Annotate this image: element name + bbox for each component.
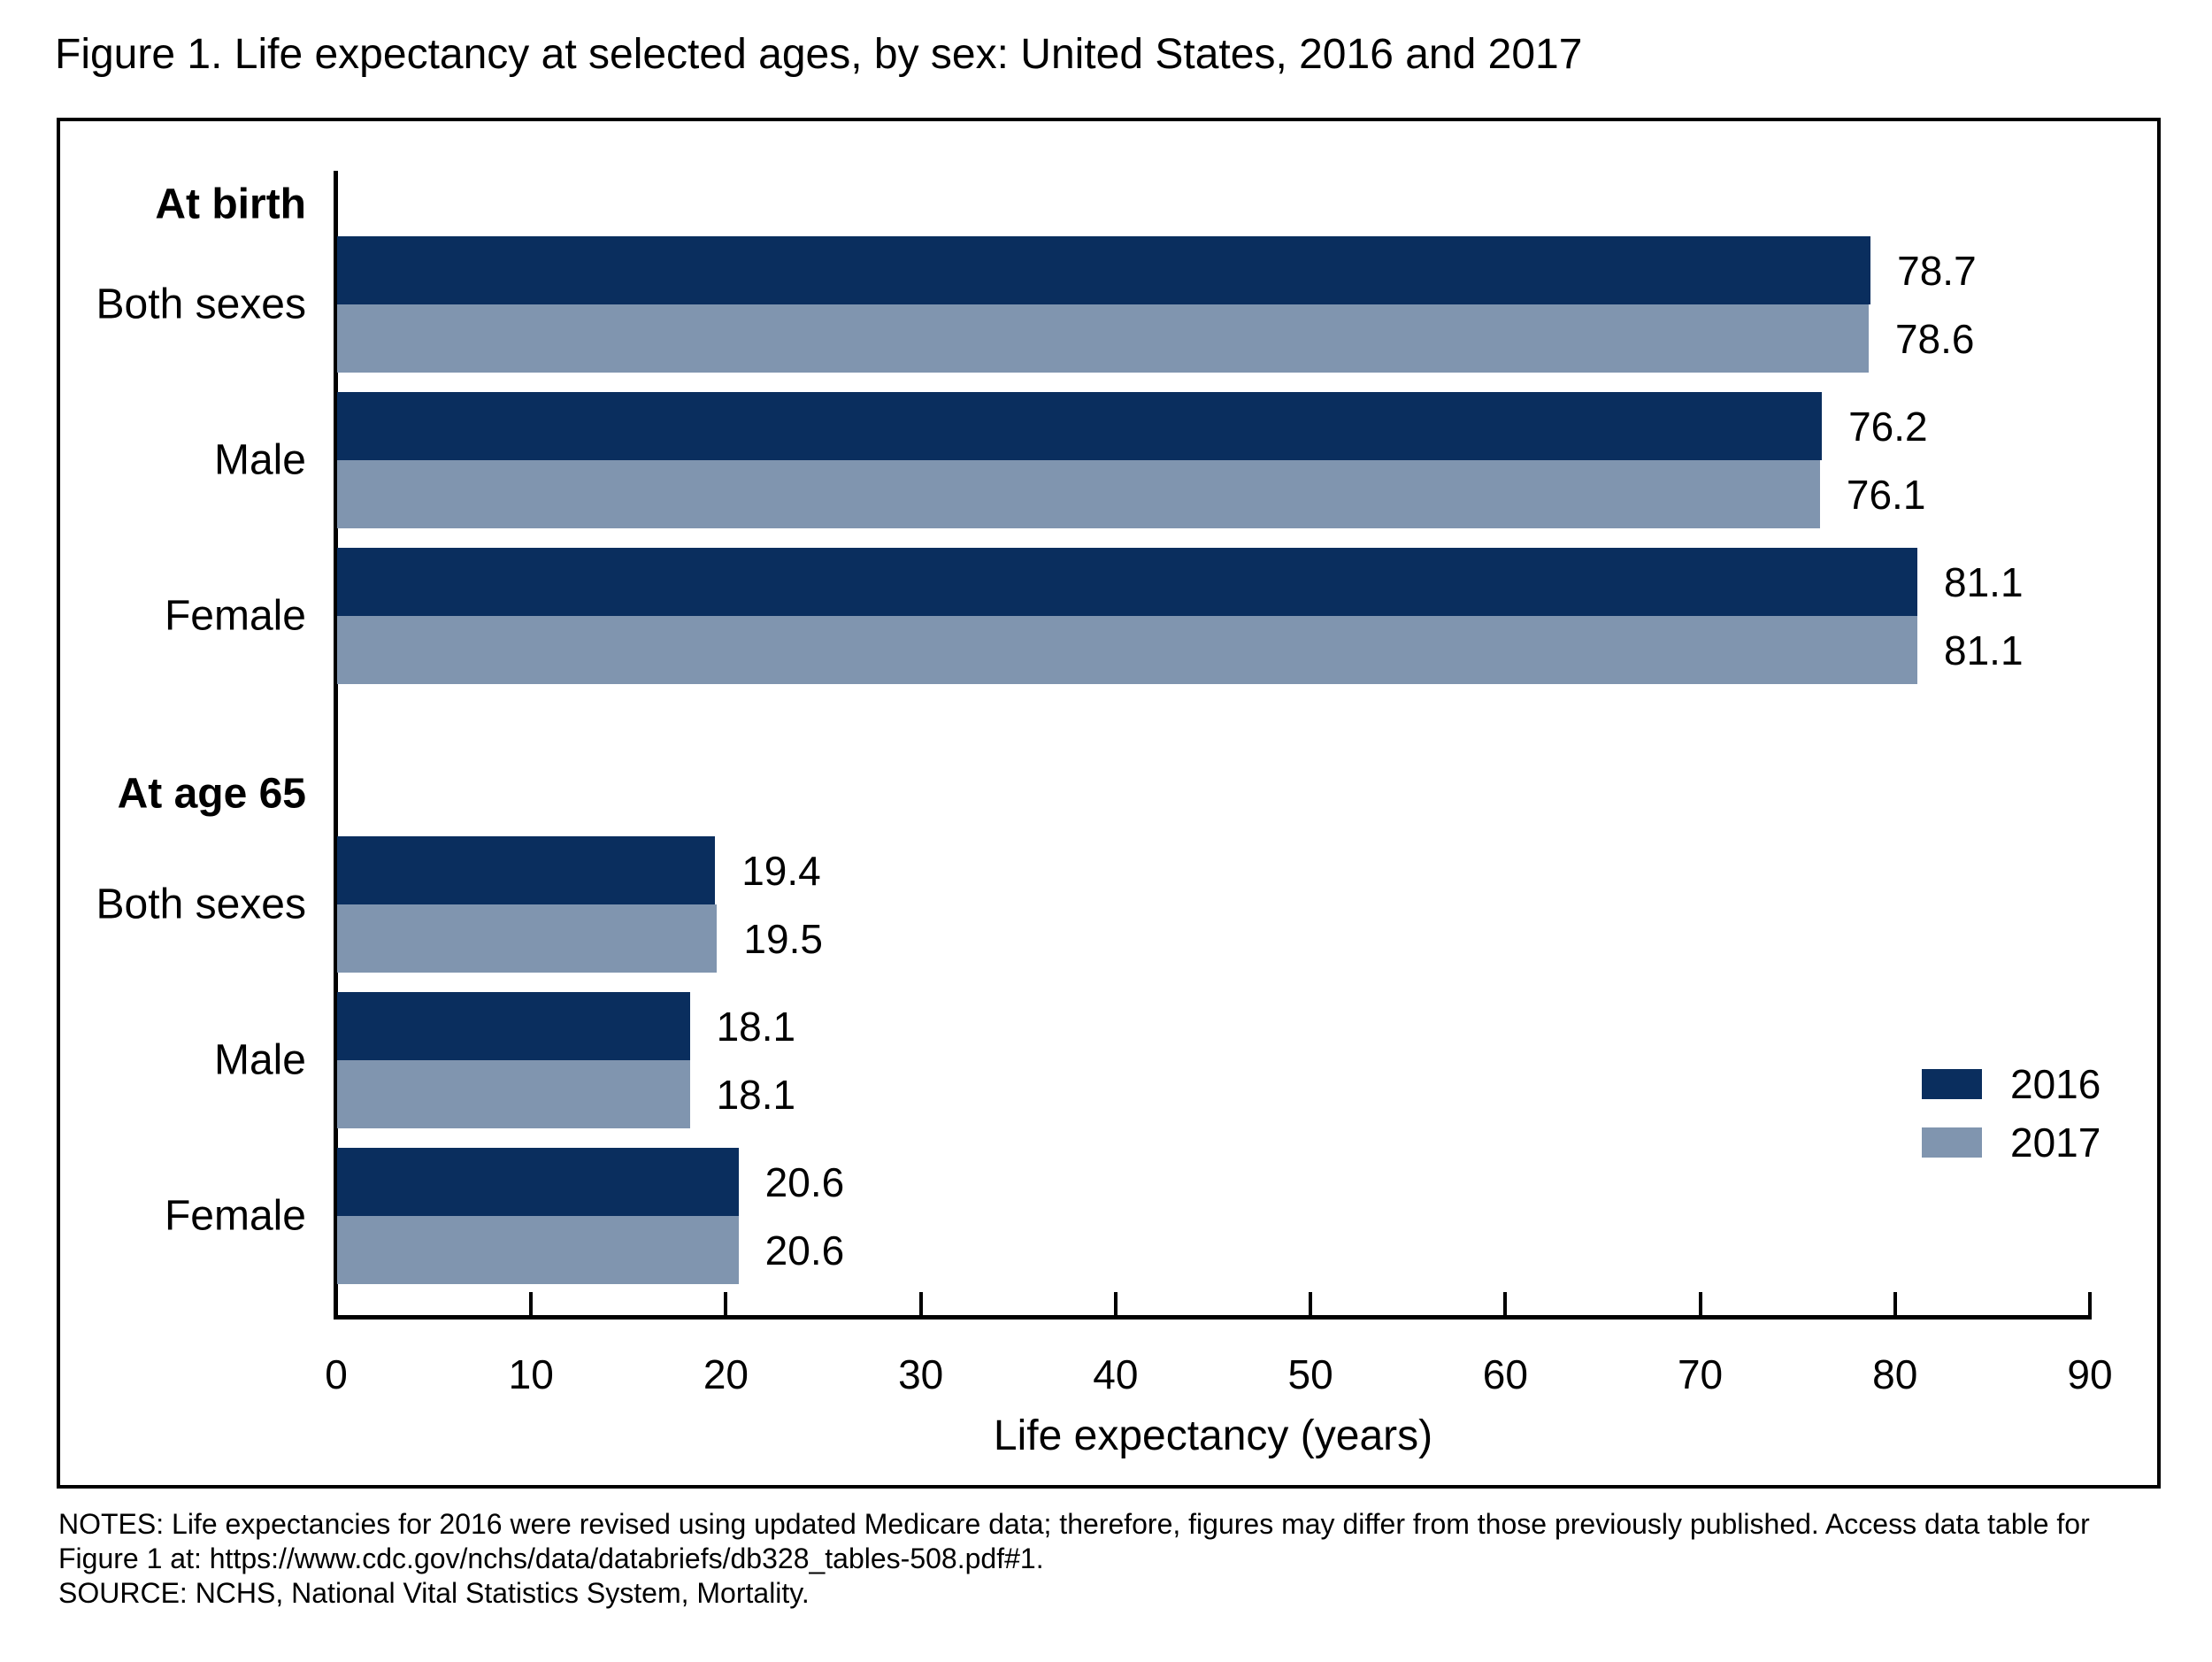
x-tick-label-90: 90: [2067, 1351, 2113, 1397]
value-label-2017-at-age-65-female: 20.6: [764, 1227, 845, 1273]
bar-2017-at-age-65-male: [337, 1060, 690, 1128]
value-label-2017-at-birth-both-sexes: 78.6: [1894, 315, 1975, 362]
legend-label-2016: 2016: [2010, 1061, 2101, 1107]
x-tick-90: [2088, 1292, 2092, 1315]
value-label-2017-at-birth-female: 81.1: [1944, 627, 2024, 673]
value-label-2017-at-birth-male: 76.1: [1846, 471, 1926, 518]
x-tick-50: [1309, 1292, 1313, 1315]
x-tick-80: [1893, 1292, 1897, 1315]
x-tick-label-80: 80: [1872, 1351, 1918, 1397]
category-label-at-age-65-both-sexes: Both sexes: [96, 881, 306, 928]
category-label-at-age-65-female: Female: [164, 1192, 306, 1240]
legend-swatch-2017: [1922, 1127, 1982, 1158]
bar-2016-at-age-65-male: [337, 992, 690, 1060]
x-axis-line: [334, 1315, 2092, 1320]
x-tick-20: [724, 1292, 728, 1315]
bar-2016-at-age-65-female: [337, 1148, 739, 1216]
value-label-2016-at-age-65-male: 18.1: [716, 1003, 796, 1050]
x-tick-30: [918, 1292, 923, 1315]
value-label-2017-at-age-65-male: 18.1: [716, 1071, 796, 1118]
x-tick-label-40: 40: [1093, 1351, 1139, 1397]
value-label-2016-at-age-65-both-sexes: 19.4: [741, 847, 821, 894]
bar-2016-at-birth-male: [337, 392, 1823, 460]
legend-swatch-2016: [1922, 1069, 1982, 1099]
bar-2016-at-age-65-both-sexes: [337, 836, 716, 904]
x-tick-label-10: 10: [508, 1351, 554, 1397]
x-tick-70: [1698, 1292, 1702, 1315]
notes-line-2: Figure 1 at: https://www.cdc.gov/nchs/da…: [58, 1543, 1044, 1574]
y-axis-line: [334, 171, 338, 1319]
category-label-at-birth-female: Female: [164, 592, 306, 640]
value-label-2016-at-birth-male: 76.2: [1848, 403, 1928, 450]
x-tick-label-60: 60: [1482, 1351, 1528, 1397]
section-label-at-age-65: At age 65: [117, 770, 306, 818]
x-tick-label-30: 30: [898, 1351, 944, 1397]
category-label-at-birth-male: Male: [213, 436, 306, 484]
source-line: SOURCE: NCHS, National Vital Statistics …: [58, 1577, 810, 1609]
x-tick-40: [1113, 1292, 1118, 1315]
x-tick-0: [334, 1292, 338, 1315]
x-axis-title: Life expectancy (years): [993, 1412, 1433, 1459]
x-tick-label-70: 70: [1677, 1351, 1724, 1397]
x-tick-label-0: 0: [325, 1351, 348, 1397]
bar-2017-at-age-65-both-sexes: [337, 904, 718, 973]
bar-2017-at-birth-female: [337, 616, 1917, 684]
legend-row-2016: 2016: [1922, 1061, 2101, 1107]
legend: 2016 2017: [1922, 1061, 2101, 1186]
notes-line-1: NOTES: Life expectancies for 2016 were r…: [58, 1508, 2090, 1540]
figure-footnotes: NOTES: Life expectancies for 2016 were r…: [58, 1507, 2177, 1611]
legend-row-2017: 2017: [1922, 1120, 2101, 1166]
value-label-2016-at-birth-female: 81.1: [1944, 558, 2024, 605]
x-tick-60: [1503, 1292, 1508, 1315]
bar-2017-at-age-65-female: [337, 1216, 739, 1284]
category-label-at-age-65-male: Male: [213, 1036, 306, 1084]
bar-2016-at-birth-both-sexes: [337, 236, 1871, 304]
bar-2017-at-birth-both-sexes: [337, 304, 1869, 373]
value-label-2016-at-age-65-female: 20.6: [764, 1158, 845, 1205]
section-label-at-birth: At birth: [155, 181, 306, 228]
x-tick-label-20: 20: [703, 1351, 749, 1397]
value-label-2017-at-age-65-both-sexes: 19.5: [743, 915, 823, 962]
category-label-at-birth-both-sexes: Both sexes: [96, 281, 306, 328]
figure-title: Figure 1. Life expectancy at selected ag…: [55, 31, 1583, 78]
value-label-2016-at-birth-both-sexes: 78.7: [1897, 247, 1977, 294]
x-tick-label-50: 50: [1287, 1351, 1333, 1397]
bar-2016-at-birth-female: [337, 548, 1917, 616]
bar-2017-at-birth-male: [337, 460, 1820, 528]
legend-label-2017: 2017: [2010, 1120, 2101, 1166]
x-tick-10: [529, 1292, 534, 1315]
